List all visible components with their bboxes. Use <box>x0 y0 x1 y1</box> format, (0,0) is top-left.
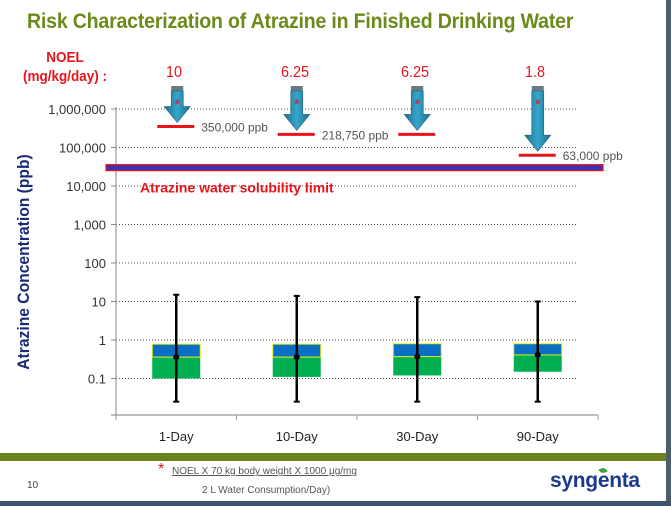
threshold-label: 218,750 ppb <box>322 128 389 142</box>
x-tick-label: 1-Day <box>159 429 194 444</box>
axes <box>111 107 599 420</box>
down-arrow-icon <box>524 90 552 152</box>
noel-value-1-day: 10 <box>165 64 183 81</box>
y-tick-label: 0.1 <box>88 372 106 387</box>
y-tick-label: 1 <box>99 333 106 348</box>
noel-label-line2: (mg/kg/day) : <box>23 68 108 85</box>
footnote-star: * <box>158 461 165 478</box>
arrow-cap <box>171 86 184 91</box>
y-tick-label: 1,000,000 <box>48 102 106 117</box>
y-tick-label: 10 <box>92 295 106 310</box>
x-tick-label: 30-Day <box>396 429 438 444</box>
median-marker <box>534 351 541 358</box>
asterisk-icon: * <box>414 96 420 113</box>
footnote-formula-numerator: NOEL X 70 kg body weight X 1000 µg/mg <box>172 466 357 477</box>
median-marker <box>414 353 421 360</box>
slide-title: Risk Characterization of Atrazine in Fin… <box>27 10 574 33</box>
y-tick-label: 100 <box>84 256 106 271</box>
x-tick-label: 90-Day <box>517 429 559 444</box>
threshold-label: 350,000 ppb <box>201 121 268 135</box>
y-tick-label: 100,000 <box>59 141 106 156</box>
arrow-cap <box>411 86 424 91</box>
down-arrow-icon <box>163 90 191 124</box>
asterisk-icon: * <box>294 96 300 113</box>
noel-value-90-day: 1.8 <box>524 64 546 81</box>
solubility-limit-line <box>105 164 604 172</box>
chart: 1,000,000 100,000 10,000 1,000 100 10 1 0.1 1-D… <box>48 86 623 444</box>
down-arrow-icon <box>283 90 311 131</box>
down-arrow-icon <box>403 90 431 131</box>
x-tick-label: 10-Day <box>276 429 318 444</box>
footer-bar <box>0 453 666 461</box>
y-tick-labels: 1,000,000 100,000 10,000 1,000 100 10 1 0.1 <box>48 102 106 387</box>
solubility-limit: Atrazine water solubility limit <box>105 164 604 196</box>
median-marker <box>173 354 180 361</box>
noel-value-30-day: 6.25 <box>400 64 430 81</box>
asterisk-icon: * <box>535 96 541 113</box>
syngenta-logo: syngenta <box>550 469 640 492</box>
noel-label: NOEL (mg/kg/day) : <box>23 48 107 86</box>
y-tick-label: 10,000 <box>66 179 106 194</box>
solubility-limit-label: Atrazine water solubility limit <box>140 180 334 196</box>
asterisk-icon: * <box>174 96 180 113</box>
footnote-formula-denominator: 2 L Water Consumption/Day) <box>202 485 331 496</box>
noel-value-10-day: 6.25 <box>280 64 310 81</box>
slide-right-border <box>666 0 671 506</box>
grid-lines <box>116 108 578 379</box>
boxes <box>151 293 563 403</box>
slide-bottom-border <box>0 501 671 506</box>
threshold-label: 63,000 ppb <box>563 149 623 163</box>
thresholds: 350,000 ppb 218,750 ppb 63,000 ppb <box>157 121 623 163</box>
arrow-cap <box>531 86 544 91</box>
arrow-cap <box>290 86 303 91</box>
noel-label-line1: NOEL <box>46 49 84 66</box>
median-marker <box>293 354 300 361</box>
noel-arrows: * * * * <box>163 86 552 152</box>
page-number: 10 <box>27 480 39 491</box>
x-tick-labels: 1-Day 10-Day 30-Day 90-Day <box>159 429 559 444</box>
y-tick-label: 1,000 <box>73 218 106 233</box>
